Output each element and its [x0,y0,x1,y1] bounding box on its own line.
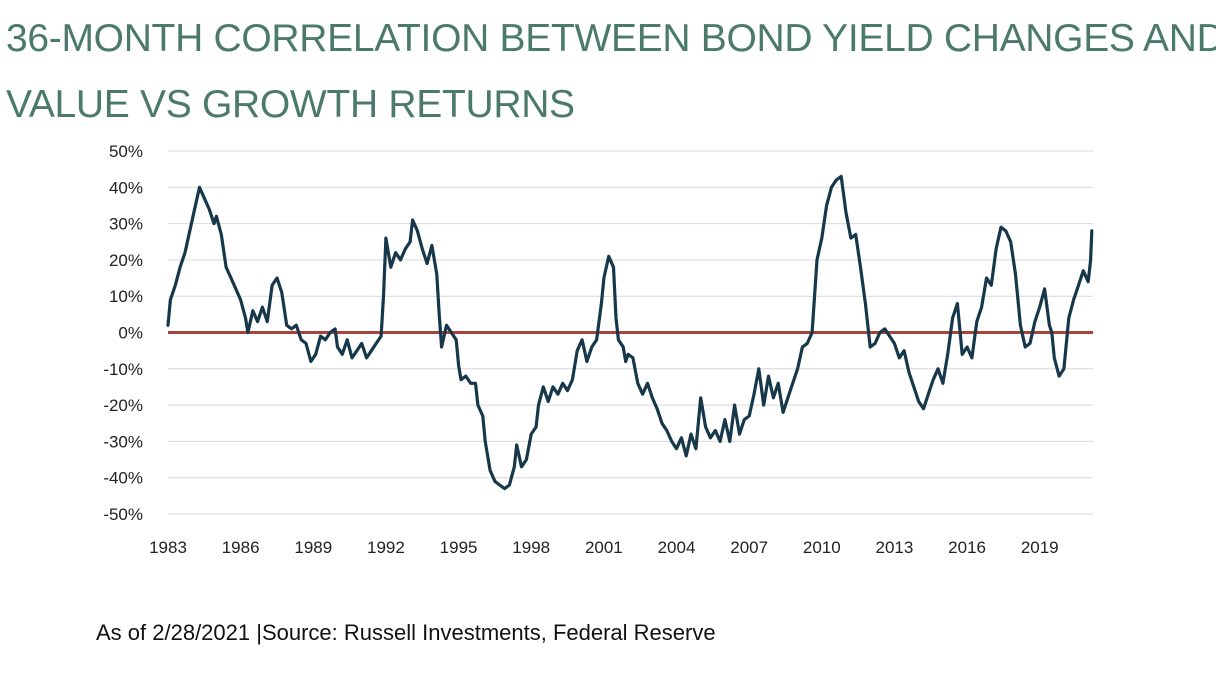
y-tick-label: -10% [103,360,143,379]
chart-title-line-2: VALUE VS GROWTH RETURNS [6,83,575,126]
y-tick-label: -30% [103,432,143,451]
series-layer [166,174,1094,491]
x-axis-ticks: 1983 1986 1989 1992 1995 1998 2001 2004 2007 2010… [149,538,1059,557]
x-tick-label: 2019 [1021,538,1059,557]
x-tick-label: 1989 [294,538,332,557]
x-tick-label: 2004 [658,538,696,557]
x-tick-label: 1992 [367,538,405,557]
y-tick-label: 40% [109,178,143,197]
x-tick-label: 2001 [585,538,623,557]
y-tick-label: 20% [109,251,143,270]
source-caption: As of 2/28/2021 |Source: Russell Investm… [96,620,716,645]
chart-title-line-1: 36-MONTH CORRELATION BETWEEN BOND YIELD … [6,17,1216,60]
x-tick-label: 2007 [730,538,768,557]
x-tick-label: 1998 [512,538,550,557]
x-tick-label: 2016 [948,538,986,557]
series-line-correlation [166,174,1094,491]
x-tick-label: 2010 [803,538,841,557]
y-tick-label: -40% [103,469,143,488]
y-tick-label: -50% [103,505,143,524]
correlation-line-chart: 50% 40% 30% 20% 10% 0% -10% -20% -30% -40% -50% 19… [103,142,1094,557]
y-tick-label: 10% [109,287,143,306]
x-tick-label: 1986 [222,538,260,557]
x-tick-label: 1983 [149,538,187,557]
y-tick-label: -20% [103,396,143,415]
x-tick-label: 2013 [876,538,914,557]
y-tick-label: 0% [118,324,143,343]
y-axis-ticks: 50% 40% 30% 20% 10% 0% -10% -20% -30% -40% -50% [103,142,143,524]
chart-title: 36-MONTH CORRELATION BETWEEN BOND YIELD … [6,6,1216,138]
y-tick-label: 30% [109,215,143,234]
y-tick-label: 50% [109,142,143,161]
x-tick-label: 1995 [440,538,478,557]
